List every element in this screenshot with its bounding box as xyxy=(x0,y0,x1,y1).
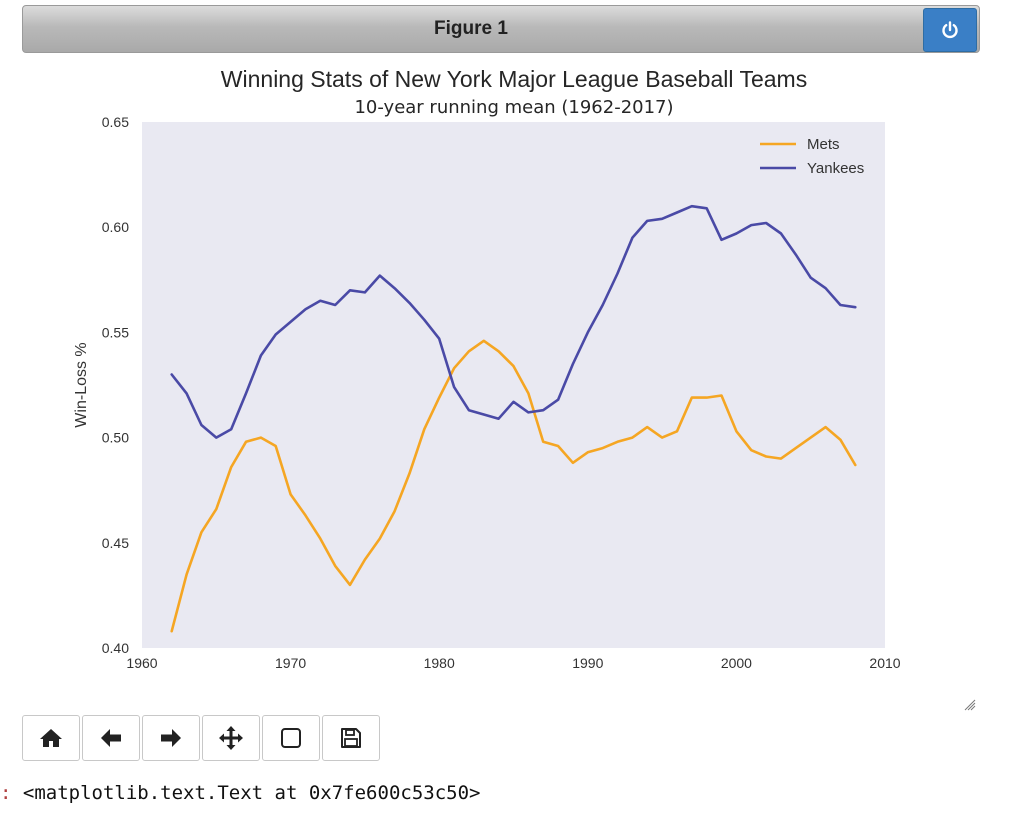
output-text: <matplotlib.text.Text at 0x7fe600c53c50> xyxy=(11,782,481,804)
figure-toolbar xyxy=(22,715,380,763)
legend-label: Mets xyxy=(807,136,840,153)
y-tick-label: 0.50 xyxy=(102,430,129,446)
chart-area: Winning Stats of New York Major League B… xyxy=(0,58,1019,698)
home-button[interactable] xyxy=(22,715,80,761)
line-chart: Winning Stats of New York Major League B… xyxy=(73,66,901,671)
y-tick-label: 0.45 xyxy=(102,535,129,551)
figure-title: Figure 1 xyxy=(434,18,508,39)
x-tick-labels: 1960 1970 1980 1990 2000 2010 xyxy=(126,655,900,671)
legend-label: Yankees xyxy=(807,160,864,177)
forward-button[interactable] xyxy=(142,715,200,761)
zoom-button[interactable] xyxy=(262,715,320,761)
x-tick-label: 1980 xyxy=(424,655,455,671)
y-tick-labels: 0.40 0.45 0.50 0.55 0.60 0.65 xyxy=(102,114,129,656)
x-tick-label: 2010 xyxy=(869,655,900,671)
legend: Mets Yankees xyxy=(760,136,864,177)
chart-subtitle: 10-year running mean (1962-2017) xyxy=(354,97,673,118)
move-icon xyxy=(219,726,243,750)
x-tick-label: 1990 xyxy=(572,655,603,671)
floppy-icon xyxy=(341,728,361,748)
plot-area xyxy=(142,122,885,648)
cell-output: : <matplotlib.text.Text at 0x7fe600c53c5… xyxy=(0,778,480,808)
figure-titlebar: Figure 1 xyxy=(22,5,980,53)
power-icon xyxy=(942,21,958,39)
y-tick-label: 0.40 xyxy=(102,640,129,656)
x-tick-label: 2000 xyxy=(721,655,752,671)
close-figure-button[interactable] xyxy=(923,8,977,52)
resize-handle[interactable] xyxy=(962,697,976,711)
y-tick-label: 0.65 xyxy=(102,114,129,130)
x-tick-label: 1970 xyxy=(275,655,306,671)
output-prompt: : xyxy=(0,782,12,804)
series-line-yankees xyxy=(170,204,857,439)
arrow-right-icon xyxy=(161,729,181,747)
home-icon xyxy=(40,729,62,747)
series-lines xyxy=(170,204,857,633)
chart-title: Winning Stats of New York Major League B… xyxy=(221,66,807,92)
pan-button[interactable] xyxy=(202,715,260,761)
y-tick-label: 0.55 xyxy=(102,324,129,340)
x-tick-label: 1960 xyxy=(126,655,157,671)
y-axis-label: Win-Loss % xyxy=(73,342,90,427)
back-button[interactable] xyxy=(82,715,140,761)
series-line-mets xyxy=(170,339,857,633)
save-button[interactable] xyxy=(322,715,380,761)
y-tick-label: 0.60 xyxy=(102,219,129,235)
square-icon xyxy=(281,728,301,748)
arrow-left-icon xyxy=(101,729,121,747)
